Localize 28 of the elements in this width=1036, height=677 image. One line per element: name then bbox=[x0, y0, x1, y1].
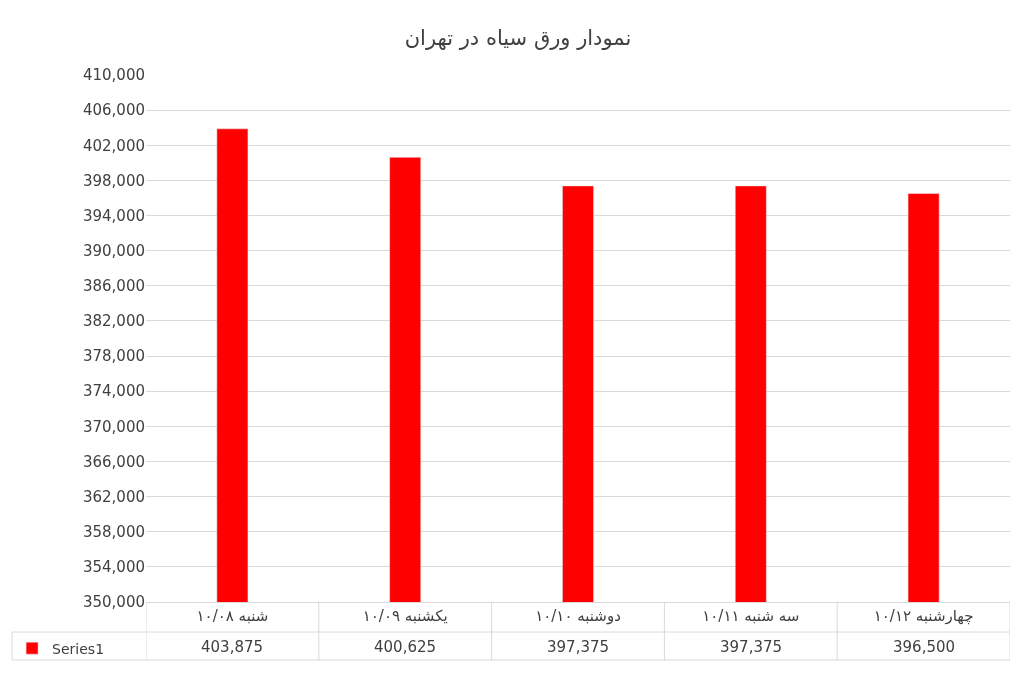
y-tick-label: 402,000 bbox=[82, 136, 145, 155]
y-tick-label: 354,000 bbox=[82, 558, 145, 577]
x-tick-label: سه شنبه ۱۰/۱۱ bbox=[702, 607, 800, 625]
y-tick-label: 358,000 bbox=[82, 522, 145, 541]
y-tick-label: 406,000 bbox=[82, 101, 145, 120]
y-tick-label: 398,000 bbox=[82, 171, 145, 190]
y-tick-label: 382,000 bbox=[82, 312, 145, 331]
y-tick-label: 362,000 bbox=[82, 487, 145, 506]
y-tick-label: 378,000 bbox=[82, 347, 145, 366]
y-tick-label: 390,000 bbox=[82, 241, 145, 260]
x-tick-label: شنبه ۱۰/۰۸ bbox=[196, 607, 269, 625]
data-label: 396,500 bbox=[893, 638, 956, 656]
legend-label: Series1 bbox=[52, 640, 105, 657]
x-tick-label: یکشنبه ۱۰/۰۹ bbox=[362, 607, 448, 625]
data-label: 403,875 bbox=[201, 638, 264, 656]
data-label: 397,375 bbox=[547, 638, 610, 656]
data-label: 397,375 bbox=[720, 638, 783, 656]
y-tick-label: 370,000 bbox=[82, 417, 145, 436]
x-tick-label: دوشنبه ۱۰/۱۰ bbox=[535, 607, 621, 625]
y-tick-label: 386,000 bbox=[82, 277, 145, 296]
y-tick-label: 410,000 bbox=[82, 66, 145, 85]
y-tick-label: 350,000 bbox=[82, 593, 145, 612]
y-tick-label: 394,000 bbox=[82, 206, 145, 225]
chart-title: نمودار ورق سیاه در تهران bbox=[404, 26, 632, 51]
data-label: 400,625 bbox=[374, 638, 437, 656]
y-tick-label: 366,000 bbox=[82, 452, 145, 471]
x-tick-label: چهارشنبه ۱۰/۱۲ bbox=[873, 607, 974, 625]
y-tick-label: 374,000 bbox=[82, 382, 145, 401]
